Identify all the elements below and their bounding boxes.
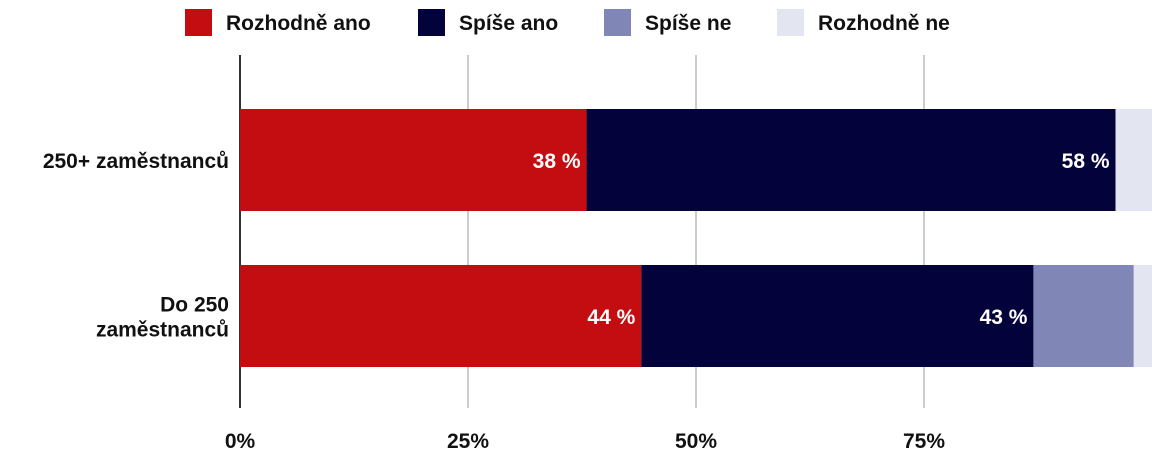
legend-label-2: Spíše ano [459,12,558,35]
x-axis-ticks: 0% 25% 50% 75% [225,430,946,453]
legend-label-3: Spíše ne [645,12,731,35]
x-tick-0: 0% [225,430,256,453]
bar-2-series-3 [1033,265,1134,367]
legend-swatch-4 [777,9,804,36]
bar-1-series-2 [586,109,1116,211]
x-tick-75: 75% [903,430,945,453]
bar-2-series-2 [641,265,1034,367]
category-label-2-line-2: zaměstnanců [96,319,229,342]
bar-2-series-1 [240,265,642,367]
legend-swatch-2 [418,9,445,36]
x-tick-25: 25% [447,430,489,453]
legend-swatch-3 [604,9,631,36]
data-label-1-2: 58 % [1062,150,1110,173]
data-labels: 38 % 58 % 44 % 43 % [533,150,1110,329]
category-label-2-line-1: Do 250 [160,294,229,317]
data-label-2-1: 44 % [587,306,635,329]
data-label-2-2: 43 % [980,306,1028,329]
category-label-1-line-1: 250+ zaměstnanců [43,150,229,173]
legend-label-4: Rozhodně ne [818,12,950,35]
legend-label-1: Rozhodně ano [226,12,371,35]
legend: Rozhodně ano Spíše ano Spíše ne Rozhodně ne [185,9,950,36]
bar-1-series-4 [1115,109,1152,211]
bar-2-series-4 [1133,265,1152,367]
data-label-1-1: 38 % [533,150,581,173]
legend-swatch-1 [185,9,212,36]
x-tick-50: 50% [675,430,717,453]
bars [240,109,1152,367]
bar-1-series-1 [240,109,587,211]
